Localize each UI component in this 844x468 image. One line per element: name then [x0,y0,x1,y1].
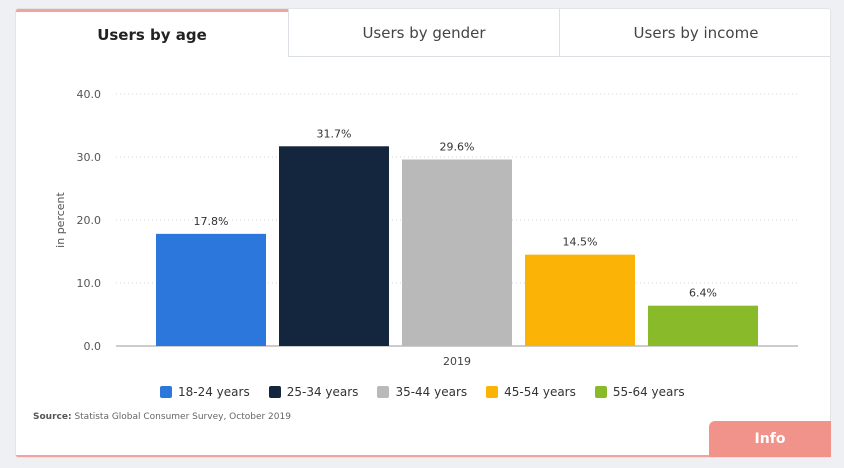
legend-item[interactable]: 18-24 years [160,385,250,399]
chart-card: Users by age Users by gender Users by in… [15,8,831,458]
legend-label: 45-54 years [504,385,576,399]
bar-45-54-years[interactable] [525,254,635,346]
tab-users-by-gender[interactable]: Users by gender [288,9,559,57]
legend-swatch [594,386,607,398]
legend-swatch [268,386,281,398]
data-label: 17.8% [194,215,229,228]
legend-label: 35-44 years [395,385,468,399]
legend-item[interactable]: 45-54 years [486,385,576,399]
tab-users-by-income[interactable]: Users by income [559,9,830,57]
x-category-label: 2019 [443,355,471,368]
data-label: 14.5% [563,236,598,249]
chart-legend: 18-24 years 25-34 years 35-44 years 45-54 y… [160,385,704,399]
data-label: 29.6% [440,141,475,154]
y-tick-label: 30.0 [77,151,102,164]
tab-users-by-age[interactable]: Users by age [16,9,288,57]
source-text: Statista Global Consumer Survey, October… [74,412,291,422]
source-prefix: Source: [33,412,72,422]
legend-swatch [377,386,390,398]
bar-25-34-years[interactable] [279,146,389,346]
info-button[interactable]: Info [709,421,831,457]
bar-55-64-years[interactable] [648,305,758,346]
tab-bar: Users by age Users by gender Users by in… [16,9,830,57]
y-tick-label: 20.0 [77,214,102,227]
legend-label: 18-24 years [178,385,250,399]
bar-35-44-years[interactable] [402,159,512,346]
y-tick-label: 40.0 [77,88,102,101]
bar-18-24-years[interactable] [156,233,266,346]
y-tick-label: 10.0 [77,277,102,290]
legend-item[interactable]: 25-34 years [268,385,359,399]
legend-item[interactable]: 35-44 years [377,385,467,399]
card-bottom-accent [16,455,830,457]
source-note: Source: Statista Global Consumer Survey,… [33,412,291,422]
data-label: 31.7% [317,127,352,140]
legend-item[interactable]: 55-64 years [594,385,685,399]
data-label: 6.4% [689,287,717,300]
legend-label: 25-34 years [286,385,359,399]
legend-swatch [486,386,499,398]
legend-label: 55-64 years [612,385,685,399]
y-axis-label: in percent [54,191,67,247]
legend-swatch [160,386,172,398]
y-tick-label: 0.0 [84,340,102,353]
